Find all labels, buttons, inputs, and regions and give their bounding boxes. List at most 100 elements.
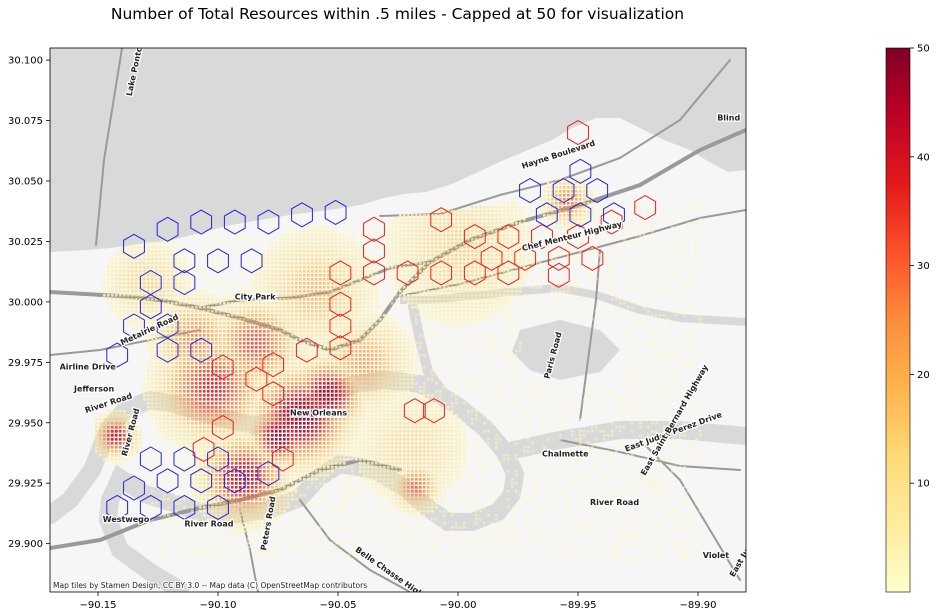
density-cell: [115, 274, 118, 277]
density-cell: [155, 246, 158, 249]
density-cell: [171, 442, 174, 445]
density-cell: [183, 342, 186, 345]
density-cell: [375, 406, 378, 409]
density-cell: [167, 394, 170, 397]
density-cell: [411, 358, 414, 361]
density-cell: [303, 370, 306, 373]
density-cell: [275, 502, 278, 505]
density-cell: [255, 442, 258, 445]
density-cell: [347, 346, 350, 349]
density-cell: [187, 274, 190, 277]
density-cell: [395, 462, 398, 465]
density-cell: [271, 514, 274, 517]
density-cell: [359, 322, 362, 325]
density-cell: [111, 306, 114, 309]
density-cell: [415, 410, 418, 413]
density-cell: [231, 394, 234, 397]
density-cell: [323, 438, 326, 441]
density-cell: [327, 362, 330, 365]
density-cell: [323, 490, 326, 493]
density-cell: [359, 334, 362, 337]
density-cell: [359, 410, 362, 413]
density-cell: [299, 274, 302, 277]
density-cell: [191, 266, 194, 269]
density-cell: [343, 422, 346, 425]
density-cell: [107, 418, 110, 421]
density-cell: [299, 378, 302, 381]
density-cell: [315, 302, 318, 305]
density-cell: [235, 546, 238, 549]
density-cell: [275, 338, 278, 341]
density-cell: [143, 382, 146, 385]
density-cell: [151, 434, 154, 437]
density-cell: [339, 274, 342, 277]
density-cell: [371, 434, 374, 437]
density-cell: [223, 470, 226, 473]
density-cell: [139, 258, 142, 261]
density-cell: [311, 302, 314, 305]
density-cell: [303, 474, 306, 477]
density-cell: [111, 430, 114, 433]
density-cell: [163, 334, 166, 337]
density-cell: [387, 350, 390, 353]
density-cell: [371, 502, 374, 505]
density-cell: [135, 266, 138, 269]
density-cell: [371, 386, 374, 389]
density-cell: [315, 318, 318, 321]
density-cell: [227, 378, 230, 381]
density-cell: [359, 478, 362, 481]
density-cell: [283, 502, 286, 505]
density-cell: [307, 314, 310, 317]
density-cell: [175, 346, 178, 349]
density-cell: [239, 370, 242, 373]
density-cell: [343, 446, 346, 449]
density-cell: [135, 250, 138, 253]
density-cell: [355, 330, 358, 333]
density-cell: [323, 378, 326, 381]
density-cell: [311, 322, 314, 325]
density-cell: [367, 346, 370, 349]
density-cell: [163, 258, 166, 261]
mississippi-river: [50, 370, 525, 592]
density-cell: [251, 494, 254, 497]
density-cell: [407, 354, 410, 357]
density-cell: [371, 550, 374, 553]
density-cell: [179, 350, 182, 353]
density-cell: [203, 514, 206, 517]
density-cell: [147, 306, 150, 309]
density-cell: [363, 282, 366, 285]
density-cell: [227, 334, 230, 337]
density-cell: [371, 258, 374, 261]
density-cell: [127, 422, 130, 425]
density-cell: [267, 318, 270, 321]
density-cell: [259, 466, 262, 469]
density-cell: [267, 442, 270, 445]
density-cell: [203, 362, 206, 365]
density-cell: [311, 382, 314, 385]
density-cell: [135, 422, 138, 425]
density-cell: [259, 470, 262, 473]
density-cell: [247, 350, 250, 353]
density-cell: [131, 438, 134, 441]
density-cell: [275, 306, 278, 309]
density-cell: [147, 246, 150, 249]
density-cell: [375, 438, 378, 441]
density-cell: [243, 426, 246, 429]
density-cell: [191, 382, 194, 385]
density-cell: [275, 298, 278, 301]
density-cell: [151, 382, 154, 385]
density-cell: [311, 418, 314, 421]
density-cell: [411, 434, 414, 437]
density-cell: [151, 490, 154, 493]
density-cell: [231, 450, 234, 453]
density-cell: [223, 450, 226, 453]
density-cell: [131, 250, 134, 253]
density-cell: [367, 466, 370, 469]
density-cell: [319, 362, 322, 365]
density-cell: [283, 338, 286, 341]
density-cell: [283, 510, 286, 513]
density-cell: [307, 382, 310, 385]
density-cell: [215, 502, 218, 505]
density-cell: [175, 278, 178, 281]
